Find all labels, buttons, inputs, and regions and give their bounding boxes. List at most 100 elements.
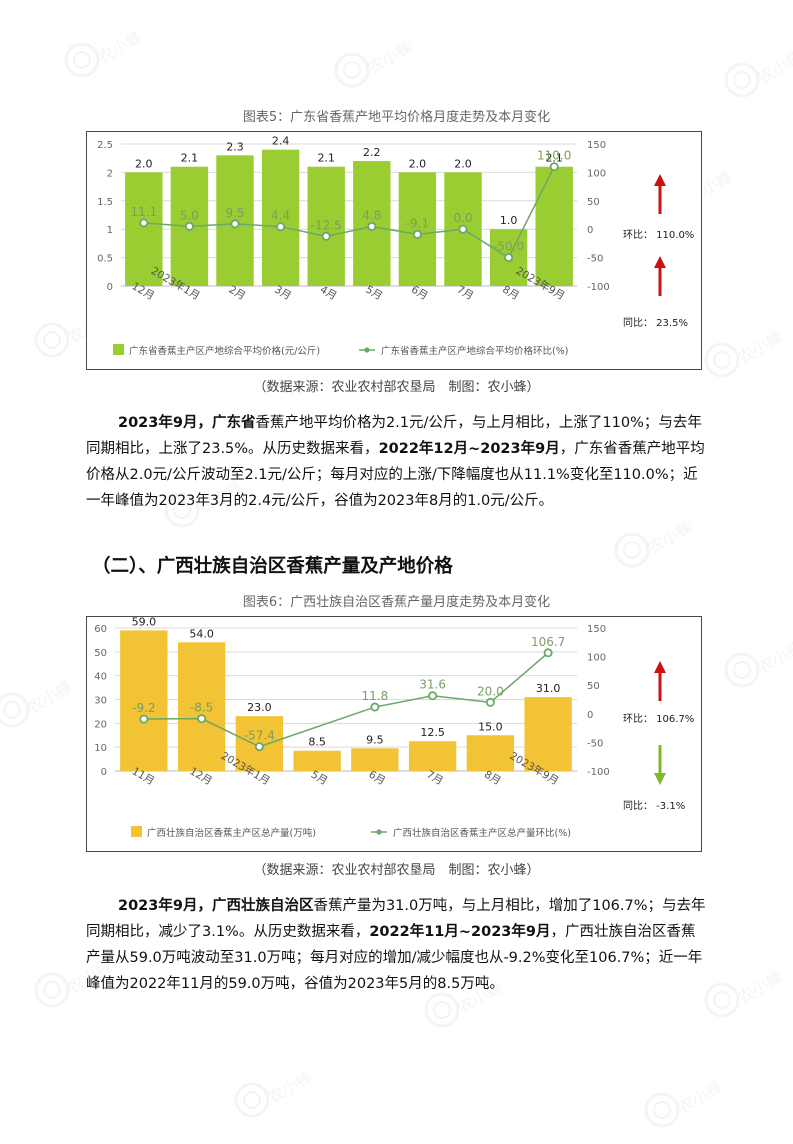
bar [536,167,573,286]
mom-point [551,163,558,170]
yoy-change-label: 同比： -3.1% [623,800,685,812]
mom-point [256,743,263,750]
legend-line-marker [364,347,369,352]
svg-text:农小蜂: 农小蜂 [735,330,786,367]
figure-5-source: （数据来源：农业农村部农垦局 制图：农小蜂） [0,376,793,395]
y-right-tick-label: 0 [587,225,593,236]
guangxi-output-chart: 0102030405060-100-5005010015059.054.023.… [87,617,701,851]
bar-value-label: 2.1 [317,152,335,165]
svg-text:农小蜂: 农小蜂 [645,520,696,557]
yoy-arrow-icon [654,256,666,296]
watermark-bee-logo: 农小蜂 [720,640,793,700]
watermark-bee-logo: 农小蜂 [60,30,150,90]
y-left-tick-label: 1 [107,225,113,236]
mom-point [487,699,494,706]
bar-value-label: 2.1 [181,152,199,165]
mom-point [505,254,512,261]
bar-value-label: 2.3 [226,140,244,153]
yoy-arrow-icon-head [654,256,666,268]
para-region: 广西壮族自治区 [212,898,314,914]
mom-point [231,220,238,227]
mom-point [414,231,421,238]
bar-value-label: 8.5 [308,736,326,749]
mom-value-label: 11.8 [362,689,389,703]
watermark-bee-logo: 农小蜂 [610,520,700,580]
mom-value-label: -50.0 [493,240,524,254]
mom-point [371,703,378,710]
para-range: 2022年11月~2023年9月 [369,924,550,940]
y-left-tick-label: 50 [94,648,107,659]
svg-text:农小蜂: 农小蜂 [95,30,146,67]
legend-line-marker [376,829,381,834]
figure-5-title: 图表5：广东省香蕉产地平均价格月度走势及本月变化 [0,106,793,125]
legend-line-label: 广西壮族自治区香蕉主产区总产量环比(%) [393,827,571,839]
bar-value-label: 54.0 [189,627,214,640]
y-right-tick-label: 0 [587,710,593,721]
mom-value-label: -57.4 [244,729,275,743]
watermark-bee-logo: 农小蜂 [700,970,790,1030]
bar-value-label: 2.4 [272,135,290,148]
mom-point [186,223,193,230]
mom-point [368,223,375,230]
watermark-bee-logo: 农小蜂 [330,40,420,100]
mom-value-label: 5.0 [180,208,199,222]
svg-text:农小蜂: 农小蜂 [25,680,76,717]
mom-arrow-icon [654,661,666,701]
mom-value-label: 9.5 [225,206,244,220]
mom-value-label: 31.6 [419,678,446,692]
mom-point [277,223,284,230]
mom-value-label: -9.2 [132,701,155,715]
y-right-tick-label: 100 [587,653,606,664]
y-right-tick-label: -50 [587,738,603,749]
y-left-tick-label: 10 [94,743,107,754]
svg-text:农小蜂: 农小蜂 [675,1080,726,1117]
para-range: 2022年12月~2023年9月 [379,441,560,457]
mom-arrow-icon [654,174,666,214]
mom-value-label: 11.1 [130,205,157,219]
mom-point [323,233,330,240]
bar-value-label: 15.0 [478,720,503,733]
y-right-tick-label: -100 [587,767,610,778]
watermark-bee-logo: 农小蜂 [640,1080,730,1140]
svg-text:农小蜂: 农小蜂 [735,970,786,1007]
bar-value-label: 9.5 [366,733,384,746]
bar-value-label: 2.2 [363,146,381,159]
mom-point [198,715,205,722]
bar-value-label: 31.0 [536,682,561,695]
bar-value-label: 2.0 [135,157,153,170]
section-heading: （二）、广西壮族自治区香蕉产量及产地价格 [92,552,453,578]
y-left-tick-label: 20 [94,719,107,730]
watermark-bee-logo: 农小蜂 [720,50,793,110]
watermark-bee-logo: 农小蜂 [0,680,80,740]
bar-value-label: 1.0 [500,214,517,227]
para-region: 广东省 [212,415,256,431]
mom-value-label: 106.7 [531,635,565,649]
legend-bar-swatch [113,344,124,355]
mom-value-label: 110.0 [537,149,571,163]
mom-value-label: 4.4 [271,209,290,223]
y-right-tick-label: 150 [587,140,606,151]
y-left-tick-label: 30 [94,696,107,707]
y-right-tick-label: -100 [587,282,610,293]
y-right-tick-label: 50 [587,681,600,692]
y-left-tick-label: 60 [94,624,107,635]
mom-value-label: 20.0 [477,684,504,698]
bar-value-label: 23.0 [247,701,272,714]
bar [467,735,514,771]
watermark-bee-logo: 农小蜂 [230,1070,320,1130]
legend-bar-label: 广东省香蕉主产区产地综合平均价格(元/公斤) [129,345,320,357]
figure-6-source: （数据来源：农业农村部农垦局 制图：农小蜂） [0,859,793,878]
figure-6-title: 图表6：广西壮族自治区香蕉产量月度走势及本月变化 [0,591,793,610]
mom-value-label: 4.8 [362,208,381,222]
para-date: 2023年9月， [118,415,212,431]
svg-text:农小蜂: 农小蜂 [365,40,416,77]
y-left-tick-label: 2 [107,168,113,179]
bar [351,748,398,771]
mom-point [459,226,466,233]
mom-arrow-icon-head [654,661,666,673]
y-right-tick-label: -50 [587,254,603,265]
para-date: 2023年9月， [118,898,212,914]
